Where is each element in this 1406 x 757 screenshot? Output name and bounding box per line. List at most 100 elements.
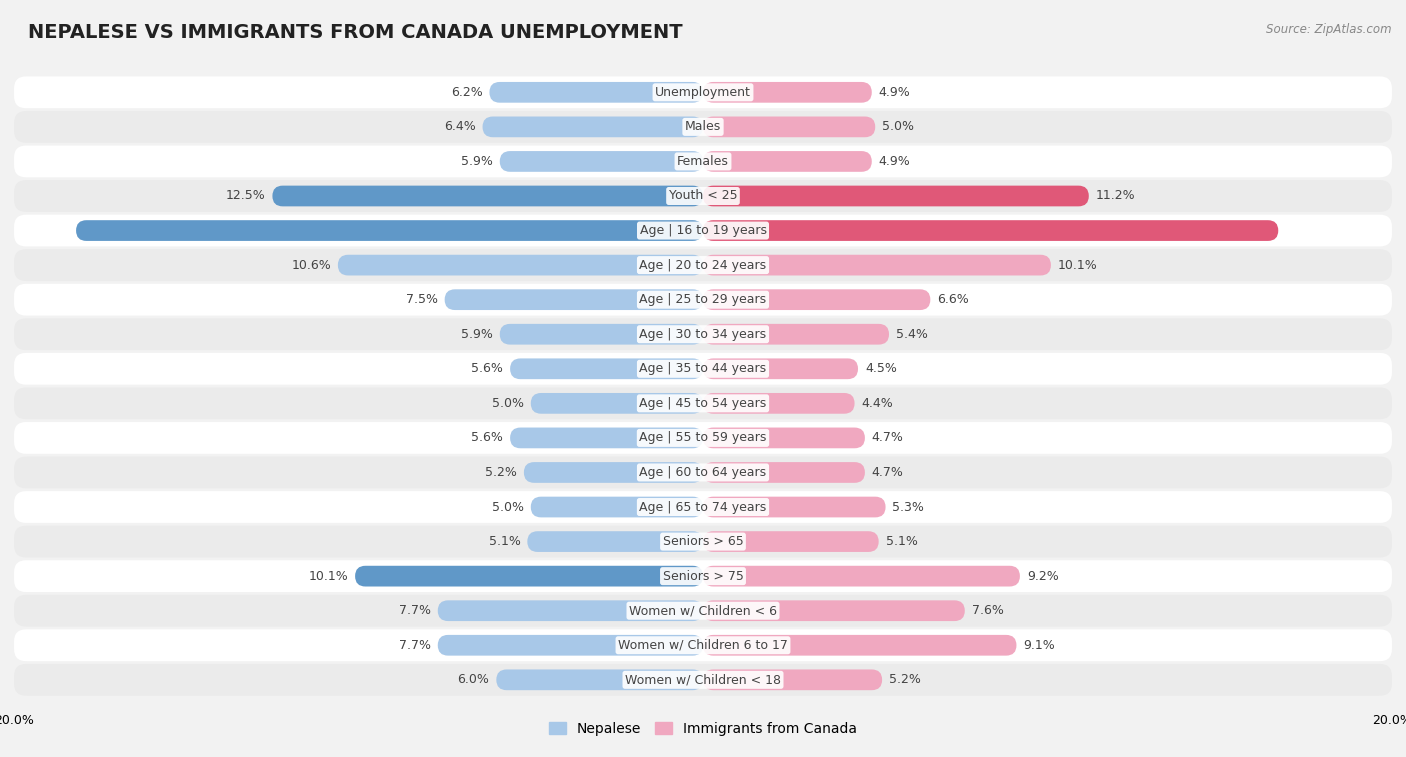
Text: 4.7%: 4.7%: [872, 431, 904, 444]
FancyBboxPatch shape: [273, 185, 703, 207]
Text: 5.2%: 5.2%: [485, 466, 517, 479]
FancyBboxPatch shape: [499, 151, 703, 172]
FancyBboxPatch shape: [14, 319, 1392, 350]
FancyBboxPatch shape: [703, 82, 872, 103]
Text: Youth < 25: Youth < 25: [669, 189, 737, 202]
Text: Age | 45 to 54 years: Age | 45 to 54 years: [640, 397, 766, 410]
FancyBboxPatch shape: [703, 151, 872, 172]
Text: 10.1%: 10.1%: [308, 570, 349, 583]
FancyBboxPatch shape: [703, 497, 886, 517]
Text: Females: Females: [678, 155, 728, 168]
FancyBboxPatch shape: [337, 255, 703, 276]
Text: Seniors > 65: Seniors > 65: [662, 535, 744, 548]
FancyBboxPatch shape: [14, 111, 1392, 143]
FancyBboxPatch shape: [489, 82, 703, 103]
Text: 6.4%: 6.4%: [444, 120, 475, 133]
Text: Source: ZipAtlas.com: Source: ZipAtlas.com: [1267, 23, 1392, 36]
Text: 6.6%: 6.6%: [938, 293, 969, 306]
Text: 5.9%: 5.9%: [461, 328, 494, 341]
FancyBboxPatch shape: [703, 428, 865, 448]
FancyBboxPatch shape: [444, 289, 703, 310]
Text: 10.6%: 10.6%: [291, 259, 330, 272]
Text: Age | 65 to 74 years: Age | 65 to 74 years: [640, 500, 766, 513]
FancyBboxPatch shape: [496, 669, 703, 690]
FancyBboxPatch shape: [703, 669, 882, 690]
FancyBboxPatch shape: [531, 497, 703, 517]
Text: Women w/ Children 6 to 17: Women w/ Children 6 to 17: [619, 639, 787, 652]
Text: Age | 55 to 59 years: Age | 55 to 59 years: [640, 431, 766, 444]
Text: 5.0%: 5.0%: [492, 500, 524, 513]
Text: Age | 60 to 64 years: Age | 60 to 64 years: [640, 466, 766, 479]
FancyBboxPatch shape: [14, 664, 1392, 696]
Text: 5.0%: 5.0%: [492, 397, 524, 410]
Text: 5.4%: 5.4%: [896, 328, 928, 341]
Text: Age | 20 to 24 years: Age | 20 to 24 years: [640, 259, 766, 272]
FancyBboxPatch shape: [703, 185, 1088, 207]
FancyBboxPatch shape: [703, 324, 889, 344]
FancyBboxPatch shape: [14, 215, 1392, 247]
Text: Women w/ Children < 6: Women w/ Children < 6: [628, 604, 778, 617]
Text: 7.7%: 7.7%: [399, 604, 430, 617]
Text: 5.1%: 5.1%: [488, 535, 520, 548]
FancyBboxPatch shape: [356, 565, 703, 587]
FancyBboxPatch shape: [703, 462, 865, 483]
Text: 5.1%: 5.1%: [886, 535, 918, 548]
Text: Unemployment: Unemployment: [655, 86, 751, 99]
Text: Age | 30 to 34 years: Age | 30 to 34 years: [640, 328, 766, 341]
Text: Males: Males: [685, 120, 721, 133]
Text: 4.7%: 4.7%: [872, 466, 904, 479]
Text: 6.0%: 6.0%: [457, 673, 489, 687]
Text: 7.5%: 7.5%: [406, 293, 437, 306]
FancyBboxPatch shape: [76, 220, 703, 241]
FancyBboxPatch shape: [703, 565, 1019, 587]
Text: Age | 35 to 44 years: Age | 35 to 44 years: [640, 363, 766, 375]
Text: 5.6%: 5.6%: [471, 431, 503, 444]
FancyBboxPatch shape: [482, 117, 703, 137]
FancyBboxPatch shape: [14, 560, 1392, 592]
Text: 9.2%: 9.2%: [1026, 570, 1059, 583]
FancyBboxPatch shape: [14, 76, 1392, 108]
FancyBboxPatch shape: [527, 531, 703, 552]
FancyBboxPatch shape: [703, 255, 1050, 276]
FancyBboxPatch shape: [703, 358, 858, 379]
Text: 4.4%: 4.4%: [862, 397, 893, 410]
FancyBboxPatch shape: [14, 388, 1392, 419]
Text: 16.7%: 16.7%: [1285, 224, 1324, 237]
FancyBboxPatch shape: [14, 284, 1392, 316]
FancyBboxPatch shape: [703, 220, 1278, 241]
Text: 9.1%: 9.1%: [1024, 639, 1054, 652]
Text: 7.6%: 7.6%: [972, 604, 1004, 617]
FancyBboxPatch shape: [437, 600, 703, 621]
Text: 12.5%: 12.5%: [226, 189, 266, 202]
Text: 11.2%: 11.2%: [1095, 189, 1135, 202]
FancyBboxPatch shape: [14, 525, 1392, 557]
Text: 5.2%: 5.2%: [889, 673, 921, 687]
Text: Age | 16 to 19 years: Age | 16 to 19 years: [640, 224, 766, 237]
FancyBboxPatch shape: [14, 249, 1392, 281]
Text: NEPALESE VS IMMIGRANTS FROM CANADA UNEMPLOYMENT: NEPALESE VS IMMIGRANTS FROM CANADA UNEMP…: [28, 23, 683, 42]
Text: 6.2%: 6.2%: [451, 86, 482, 99]
FancyBboxPatch shape: [14, 353, 1392, 385]
Text: 5.6%: 5.6%: [471, 363, 503, 375]
Text: Seniors > 75: Seniors > 75: [662, 570, 744, 583]
FancyBboxPatch shape: [703, 393, 855, 414]
FancyBboxPatch shape: [14, 491, 1392, 523]
Legend: Nepalese, Immigrants from Canada: Nepalese, Immigrants from Canada: [544, 716, 862, 742]
Text: Age | 25 to 29 years: Age | 25 to 29 years: [640, 293, 766, 306]
Text: 5.0%: 5.0%: [882, 120, 914, 133]
FancyBboxPatch shape: [14, 629, 1392, 661]
Text: 5.3%: 5.3%: [893, 500, 924, 513]
FancyBboxPatch shape: [703, 635, 1017, 656]
FancyBboxPatch shape: [14, 422, 1392, 453]
FancyBboxPatch shape: [703, 531, 879, 552]
FancyBboxPatch shape: [437, 635, 703, 656]
FancyBboxPatch shape: [510, 358, 703, 379]
FancyBboxPatch shape: [14, 145, 1392, 177]
FancyBboxPatch shape: [14, 456, 1392, 488]
FancyBboxPatch shape: [703, 117, 875, 137]
Text: 7.7%: 7.7%: [399, 639, 430, 652]
FancyBboxPatch shape: [703, 600, 965, 621]
FancyBboxPatch shape: [531, 393, 703, 414]
FancyBboxPatch shape: [14, 180, 1392, 212]
Text: 4.9%: 4.9%: [879, 155, 911, 168]
